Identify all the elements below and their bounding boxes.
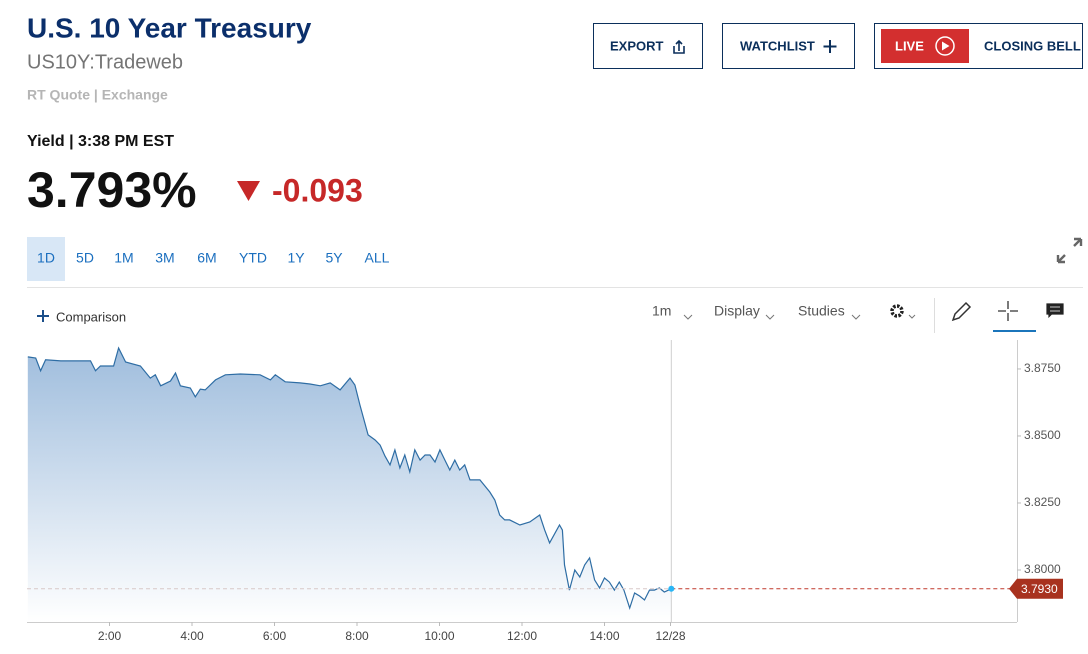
studies[interactable]: Studies xyxy=(798,303,845,319)
plus-icon xyxy=(823,40,837,53)
range-selected xyxy=(27,237,65,281)
play-icon xyxy=(935,36,955,56)
export-icon xyxy=(673,39,685,54)
expand-icon[interactable] xyxy=(1056,237,1083,264)
range-tab[interactable]: 1M xyxy=(114,250,133,266)
chevron xyxy=(765,314,775,320)
area-fill xyxy=(27,348,672,622)
closing-bell-label: CLOSING BELL xyxy=(984,38,1081,53)
range-tab[interactable]: YTD xyxy=(239,250,267,266)
draw-icon[interactable] xyxy=(951,301,972,322)
x-tick-label: 2:00 xyxy=(98,629,122,643)
comparison[interactable]: Comparison xyxy=(56,309,126,324)
range-tabs: 1D 5D 1M 3M 6M YTD 1Y 5Y ALL xyxy=(37,250,390,266)
y-tick-label: 3.8750 xyxy=(1024,361,1061,375)
line xyxy=(27,346,672,611)
range-tab[interactable]: 1Y xyxy=(287,250,305,266)
source: RT Quote | Exchange xyxy=(27,87,168,103)
settings-icon[interactable] xyxy=(890,304,904,318)
x-tick-label: 4:00 xyxy=(180,629,204,643)
x-tick-label: 14:00 xyxy=(589,629,619,643)
play-triangle xyxy=(942,41,950,51)
range-tab[interactable]: 5D xyxy=(76,250,94,266)
range-tab[interactable]: 5Y xyxy=(325,250,343,266)
down-arrow xyxy=(237,181,260,201)
chevron xyxy=(851,314,861,320)
y-tick-label: 3.8250 xyxy=(1024,495,1061,509)
chart: 3.8000 3.8250 3.8500 3.8750 2:00 4:00 6:00 8:00… xyxy=(27,340,1063,643)
symbol: US10Y:Tradeweb xyxy=(27,51,183,73)
crosshair-icon[interactable] xyxy=(998,301,1018,321)
yield-time: Yield | 3:38 PM EST xyxy=(27,133,174,150)
range-tab[interactable]: 6M xyxy=(197,250,216,266)
live-label: LIVE xyxy=(895,38,924,53)
y-tick-label: 3.8500 xyxy=(1024,428,1061,442)
watchlist-label: WATCHLIST xyxy=(740,38,815,53)
y-tick-label: 3.8000 xyxy=(1024,562,1061,576)
title: U.S. 10 Year Treasury xyxy=(27,12,312,43)
price: 3.793% xyxy=(27,162,197,218)
last-price-tag xyxy=(1009,578,1063,599)
x-tick-label: 6:00 xyxy=(263,629,287,643)
x-tick-label: 12:00 xyxy=(507,629,537,643)
x-tick-label: 8:00 xyxy=(345,629,369,643)
comment-icon[interactable] xyxy=(1045,302,1065,320)
range-tab[interactable]: 1D xyxy=(37,250,55,266)
change: -0.093 xyxy=(272,172,363,208)
interval[interactable]: 1m xyxy=(652,303,671,319)
chevron xyxy=(683,314,693,320)
last-price-label: 3.7930 xyxy=(1021,582,1058,596)
chevron xyxy=(908,314,916,319)
comparison-plus[interactable] xyxy=(37,310,49,322)
export-label: EXPORT xyxy=(610,38,664,53)
x-tick-label: 12/28 xyxy=(655,629,685,643)
range-tab[interactable]: 3M xyxy=(155,250,174,266)
display[interactable]: Display xyxy=(714,303,760,319)
range-tab[interactable]: ALL xyxy=(365,250,390,266)
x-tick-label: 10:00 xyxy=(424,629,454,643)
last-point xyxy=(668,585,675,592)
